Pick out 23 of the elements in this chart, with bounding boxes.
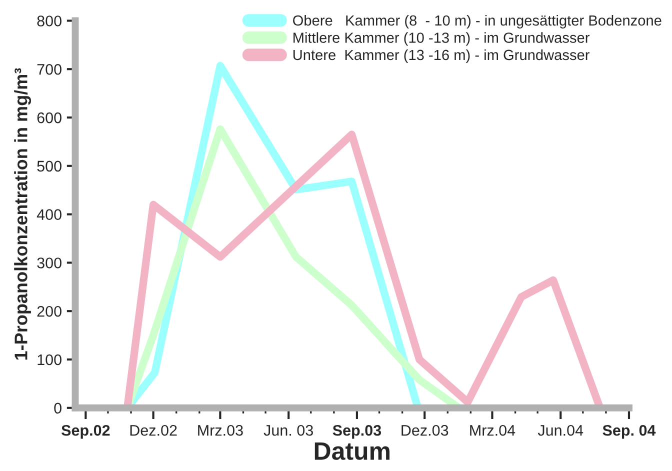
- legend-label: Obere Kammer (8 - 10 m) - in ungesättigter Bodenzone: [293, 14, 662, 29]
- y-tick-label: 200: [37, 306, 62, 317]
- x-tick-label: Mrz.03: [198, 424, 243, 436]
- legend-label: Mittlere Kammer (10 -13 m) - im Grundwasser: [294, 32, 590, 46]
- x-tick-label: Dez.02: [130, 424, 177, 436]
- x-tick-label: Jun.04: [538, 424, 584, 436]
- legend-label: Untere Kammer (13 -16 m) - im Grundwasser: [293, 49, 590, 64]
- x-tick-label: Mrz.04: [470, 424, 516, 436]
- x-tick-label: Sep.02: [61, 424, 110, 439]
- y-tick-label: 100: [38, 354, 62, 366]
- y-tick-label: 0: [54, 402, 62, 414]
- x-tick-label: Dez.03: [402, 424, 448, 436]
- x-tick-label: Jun. 03: [264, 424, 313, 436]
- y-tick-label: 300: [37, 258, 62, 268]
- x-axis-title: Datum: [314, 442, 390, 460]
- y-tick-label: 800: [37, 16, 62, 26]
- y-tick-label: 700: [37, 64, 62, 75]
- x-tick-label: Sep. 04: [602, 424, 656, 439]
- x-tick-label: Sep.03: [332, 424, 382, 439]
- y-axis-title: 1-Propanolkonzentration in mg/m³: [14, 68, 32, 360]
- y-tick-label: 500: [37, 160, 62, 172]
- y-tick-label: 400: [36, 209, 62, 220]
- y-tick-label: 600: [37, 112, 62, 124]
